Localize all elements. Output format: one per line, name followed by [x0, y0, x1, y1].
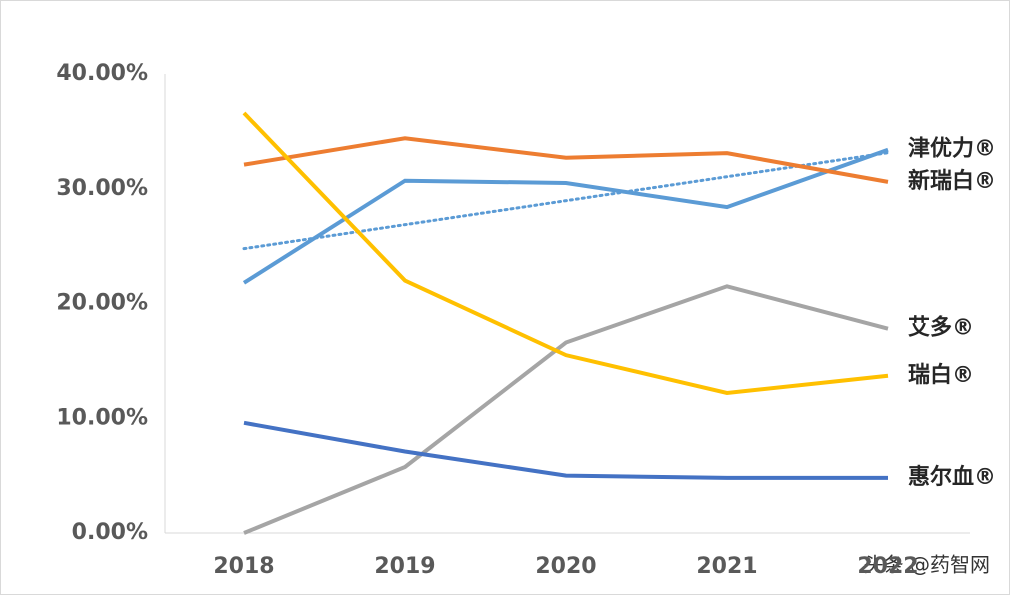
- x-tick-label: 2018: [213, 554, 274, 579]
- series-label: 新瑞白®: [908, 168, 996, 194]
- x-tick-label: 2019: [374, 554, 435, 579]
- watermark: 头条 @药智网: [864, 553, 990, 577]
- series-label: 津优力®: [908, 136, 996, 162]
- series-label: 惠尔血®: [908, 464, 996, 490]
- x-tick-label: 2020: [535, 554, 596, 579]
- y-tick-label: 30.00%: [56, 176, 148, 201]
- y-tick-label: 10.00%: [56, 405, 148, 430]
- x-tick-label: 2021: [696, 554, 757, 579]
- series-line: [243, 136, 889, 184]
- series-line: [242, 111, 889, 396]
- y-tick-label: 20.00%: [56, 291, 148, 316]
- series-label: 瑞白®: [908, 362, 974, 388]
- y-tick-label: 40.00%: [56, 61, 148, 86]
- x-tick-label: 2022: [857, 554, 918, 579]
- series-line: [243, 420, 888, 480]
- series-line: [242, 147, 889, 285]
- series-label: 艾多®: [908, 315, 974, 341]
- y-tick-label: 0.00%: [72, 520, 148, 545]
- series-line: [243, 284, 889, 535]
- trend-line: [242, 151, 890, 251]
